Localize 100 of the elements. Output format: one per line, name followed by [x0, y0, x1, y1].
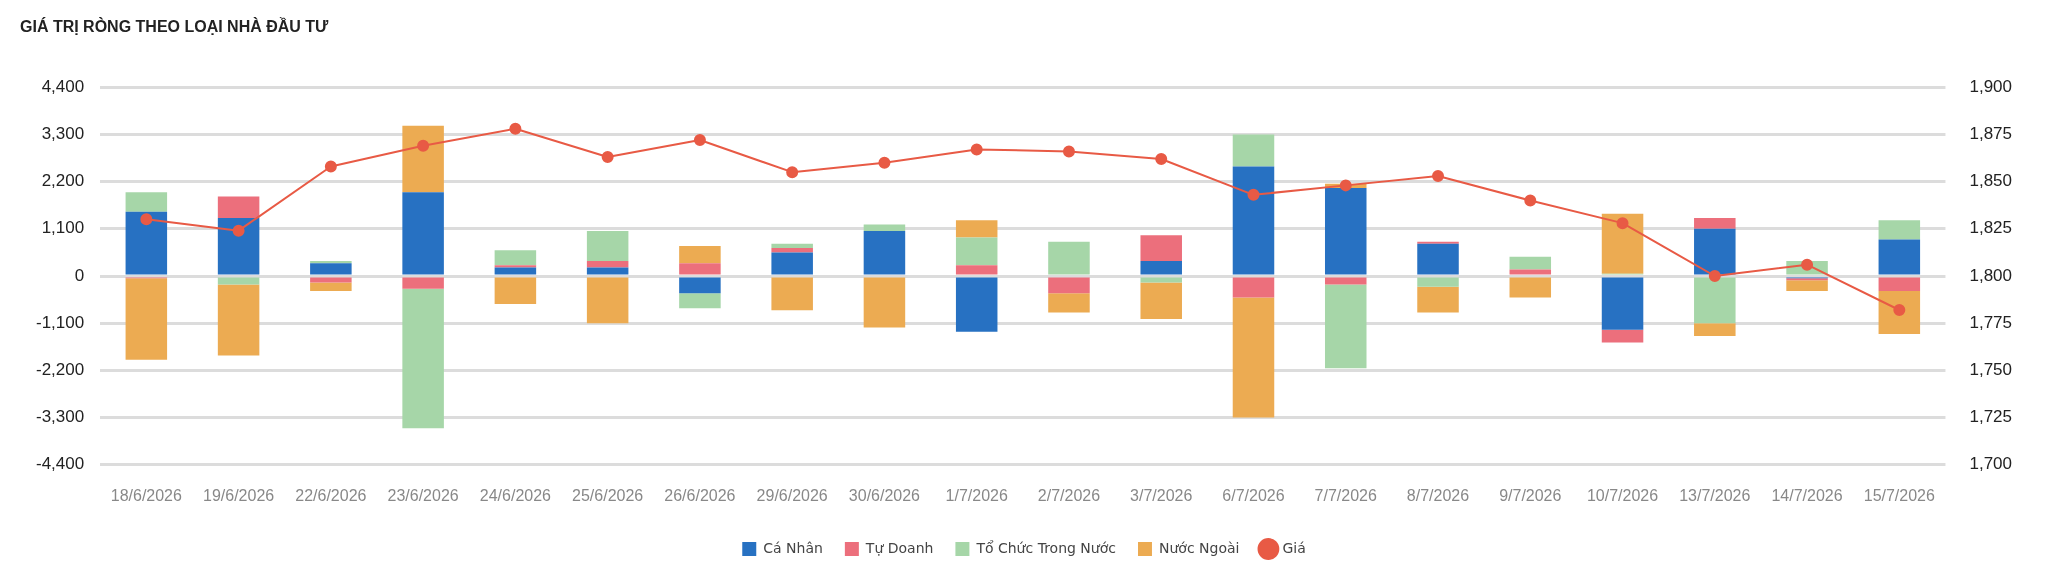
bar: [310, 260, 352, 264]
y2-tick-label: 1,825: [1969, 218, 2013, 238]
bar: [494, 267, 537, 275]
bar: [217, 284, 260, 356]
point: [140, 213, 153, 226]
bar: [1232, 134, 1275, 167]
x-tick-label: 24/6/2026: [479, 486, 552, 504]
bar: [1878, 239, 1921, 275]
bar: [1509, 269, 1552, 275]
legend-label: Giá: [1282, 539, 1306, 556]
x-tick-label: 30/6/2026: [848, 486, 921, 504]
bar: [310, 263, 352, 275]
y2-tick-label: 1,875: [1969, 124, 2013, 144]
bar: [955, 237, 998, 266]
point: [1432, 169, 1445, 182]
bar: [125, 192, 168, 212]
y-tick-label: 3,300: [41, 124, 85, 144]
bar: [1417, 277, 1459, 287]
y2-tick-label: 1,725: [1969, 407, 2013, 427]
point: [1524, 194, 1537, 207]
legend-label: Nước Ngoài: [1158, 539, 1240, 556]
bar: [1694, 323, 1736, 337]
x-tick-label: 9/7/2026: [1499, 486, 1562, 504]
legend-label: Tự Doanh: [864, 539, 934, 556]
chart-title: GIÁ TRỊ RÒNG THEO LOẠI NHÀ ĐẦU TƯ: [20, 17, 330, 36]
bar: [771, 277, 813, 311]
x-tick-label: 23/6/2026: [387, 486, 459, 504]
y2-tick-label: 1,850: [1969, 171, 2013, 191]
bar: [586, 260, 629, 268]
point: [786, 166, 799, 179]
point: [232, 224, 245, 237]
x-tick-label: 19/6/2026: [203, 486, 275, 504]
bar: [863, 230, 906, 275]
bar: [1601, 277, 1644, 330]
bar: [679, 293, 721, 309]
x-tick-label: 10/7/2026: [1586, 486, 1659, 504]
bar: [586, 277, 629, 324]
bar: [1140, 260, 1182, 275]
bar: [1694, 228, 1736, 275]
x-tick-label: 26/6/2026: [664, 486, 736, 504]
bar: [1878, 277, 1921, 292]
bar: [1878, 291, 1921, 334]
bar: [1878, 220, 1921, 240]
bar: [1232, 277, 1275, 298]
y2-tick-label: 1,800: [1969, 265, 2013, 285]
bar: [955, 277, 998, 332]
bar: [1232, 166, 1275, 275]
bar: [217, 218, 260, 275]
x-tick-label: 2/7/2026: [1037, 486, 1101, 504]
bar: [494, 277, 537, 304]
x-tick-label: 29/6/2026: [756, 486, 828, 504]
bar: [402, 192, 444, 275]
point: [601, 151, 614, 164]
bar: [494, 265, 537, 268]
bar: [125, 278, 168, 360]
point: [1708, 270, 1721, 282]
bar: [1048, 241, 1090, 275]
y-tick-label: -4,400: [36, 454, 85, 474]
bar: [1324, 284, 1367, 369]
x-tick-label: 13/7/2026: [1679, 486, 1751, 504]
x-tick-label: 25/6/2026: [572, 486, 644, 504]
bar: [1694, 277, 1736, 324]
bar: [1417, 241, 1459, 244]
bar: [1417, 286, 1459, 313]
y-tick-label: 4,400: [41, 76, 85, 96]
point: [693, 134, 706, 147]
y-tick-label: 2,200: [41, 171, 85, 191]
bar: [955, 220, 998, 238]
bar: [1140, 282, 1182, 319]
bar: [771, 248, 813, 253]
bar: [863, 277, 906, 328]
x-tick-label: 22/6/2026: [295, 486, 367, 504]
bar: [771, 243, 813, 249]
legend-label: Cá Nhân: [763, 539, 823, 556]
bar: [217, 196, 260, 219]
bar: [310, 282, 352, 292]
bar: [955, 265, 998, 275]
y2-tick-label: 1,700: [1969, 454, 2013, 474]
y-tick-label: -2,200: [36, 360, 85, 380]
y-tick-label: 0: [74, 265, 85, 285]
point: [324, 160, 337, 173]
bar: [1509, 256, 1552, 270]
point: [1247, 188, 1260, 201]
y-tick-label: -1,100: [36, 312, 85, 332]
bar: [1140, 235, 1182, 261]
bar: [217, 277, 260, 285]
bar: [1694, 218, 1736, 229]
bar: [402, 277, 444, 289]
x-tick-label: 15/7/2026: [1863, 486, 1936, 504]
bar: [771, 252, 813, 275]
bar: [402, 125, 444, 193]
bar: [402, 288, 444, 429]
x-tick-label: 1/7/2026: [945, 486, 1008, 504]
point: [417, 139, 430, 152]
bar: [679, 263, 721, 275]
y-tick-label: 1,100: [41, 218, 85, 238]
bar: [1324, 188, 1367, 275]
bar: [1048, 293, 1090, 313]
bar: [586, 230, 629, 261]
bar: [1509, 277, 1552, 298]
